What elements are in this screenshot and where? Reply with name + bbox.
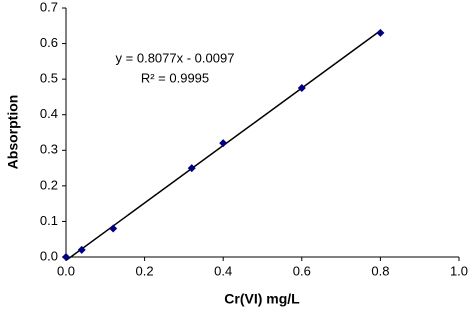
- r-squared: R² = 0.9995: [141, 70, 209, 85]
- data-point: [109, 224, 118, 233]
- x-tick-label: 0.2: [136, 263, 154, 278]
- data-point: [77, 245, 86, 254]
- y-tick-label: 0.5: [40, 71, 58, 86]
- data-point: [376, 28, 385, 37]
- y-tick-label: 0.3: [40, 142, 58, 157]
- x-tick-label: 1.0: [450, 263, 468, 278]
- x-tick-label: 0.6: [293, 263, 311, 278]
- data-point: [219, 139, 228, 148]
- y-tick-label: 0.0: [40, 248, 58, 263]
- y-tick-label: 0.2: [40, 177, 58, 192]
- x-axis-label: Cr(VI) mg/L: [224, 291, 300, 307]
- y-tick-label: 0.4: [40, 106, 58, 121]
- y-tick-label: 0.6: [40, 35, 58, 50]
- x-tick-label: 0.0: [57, 263, 75, 278]
- y-tick-label: 0.7: [40, 0, 58, 14]
- data-point: [187, 164, 196, 173]
- y-axis-label: Absorption: [5, 95, 21, 170]
- x-tick-label: 0.8: [371, 263, 389, 278]
- x-tick-label: 0.4: [214, 263, 232, 278]
- data-point: [62, 253, 70, 261]
- data-point: [297, 84, 306, 93]
- y-tick-label: 0.1: [40, 213, 58, 228]
- equation: y = 0.8077x - 0.0097: [116, 50, 235, 65]
